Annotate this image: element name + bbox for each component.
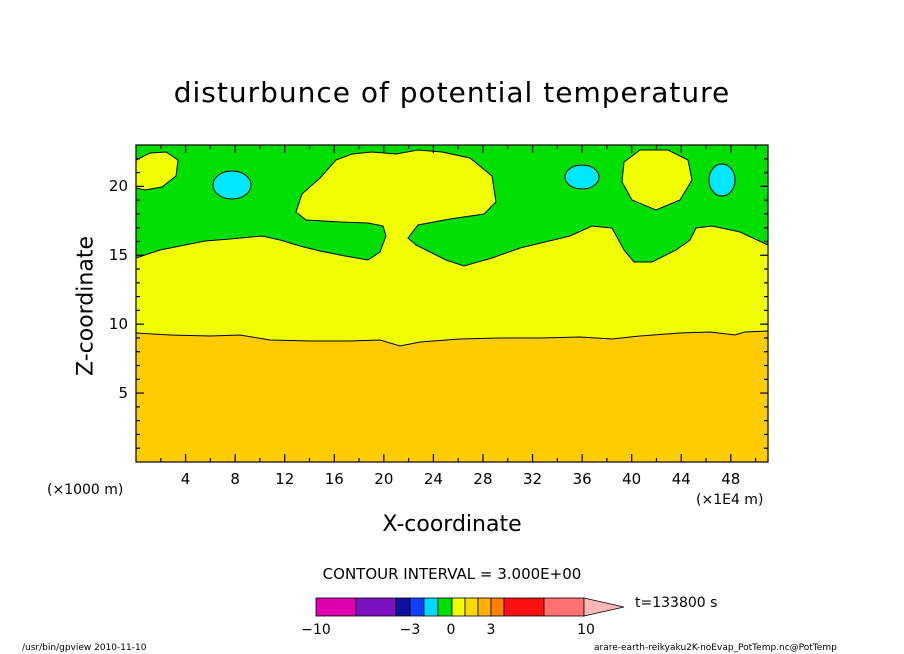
colorbar-label: −3 (399, 622, 421, 638)
cell-cyan-1 (212, 170, 252, 200)
footer-right: arare-earth-reikyaku2K-noEvap_PotTemp.nc… (594, 643, 837, 653)
x-tick-label: 8 (230, 470, 240, 488)
colorbar-segment (543, 597, 585, 617)
colorbar-segment (437, 597, 453, 617)
x-tick-label: 16 (324, 470, 344, 488)
x-tick-label: 24 (423, 470, 443, 488)
colorbar-segment (477, 597, 492, 617)
x-axis-label: X-coordinate (382, 512, 522, 537)
y-tick-label: 10 (108, 315, 128, 334)
region-blob-right (621, 149, 693, 211)
x-tick-label: 36 (572, 470, 592, 488)
colorbar-arrow (583, 597, 625, 617)
y-tick-label: 20 (108, 177, 128, 196)
x-unit-left: (×1000 m) (47, 482, 124, 498)
cell-cyan-2 (564, 164, 600, 190)
contour-interval: CONTOUR INTERVAL = 3.000E+00 (322, 565, 582, 583)
cell-cyan-3 (708, 163, 736, 197)
chart-title: disturbunce of potential temperature (173, 76, 731, 109)
x-tick-label: 12 (275, 470, 295, 488)
y-tick-label: 15 (108, 246, 128, 265)
contour-field (136, 145, 768, 462)
colorbar-segment (409, 597, 425, 617)
colorbar-segment (490, 597, 505, 617)
colorbar-segment (395, 597, 411, 617)
axis-ticks (136, 145, 768, 462)
colorbar-segment (423, 597, 439, 617)
x-tick-label: 20 (374, 470, 394, 488)
x-tick-label: 40 (622, 470, 642, 488)
colorbar-segment (355, 597, 397, 617)
colorbar-segment (503, 597, 545, 617)
colorbar-label: 3 (486, 622, 496, 638)
y-tick-label: 5 (118, 384, 128, 403)
colorbar-segment (315, 597, 357, 617)
colorbar-label: 0 (446, 622, 456, 638)
region-blob-left (136, 151, 179, 191)
plot-frame (135, 144, 769, 463)
colorbar-segment (464, 597, 479, 617)
footer-left: /usr/bin/gpview 2010-11-10 (22, 643, 147, 653)
x-tick-label: 32 (523, 470, 543, 488)
colorbar-label: −10 (301, 622, 331, 638)
colorbar (315, 597, 625, 617)
x-tick-label: 48 (721, 470, 741, 488)
x-tick-label: 44 (671, 470, 691, 488)
x-unit-right: (×1E4 m) (696, 492, 764, 508)
time-label: t=133800 s (635, 595, 718, 611)
x-tick-label: 4 (180, 470, 191, 488)
colorbar-segment (451, 597, 466, 617)
x-tick-label: 28 (473, 470, 493, 488)
colorbar-label: 10 (577, 622, 595, 638)
region-low-orange (136, 330, 768, 462)
